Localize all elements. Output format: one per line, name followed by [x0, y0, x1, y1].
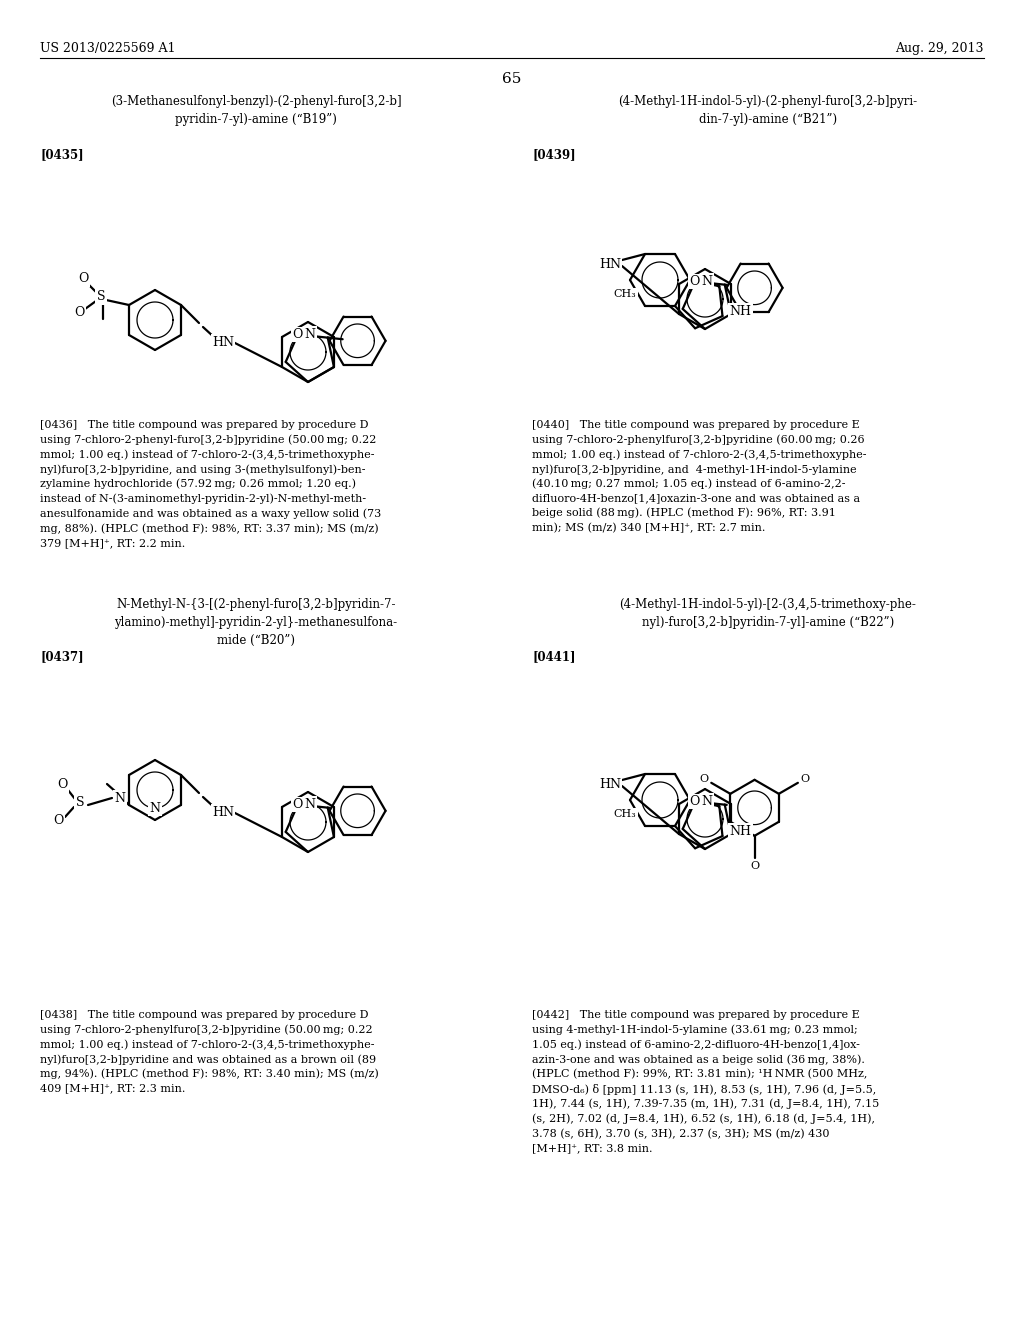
Text: S: S — [76, 796, 84, 809]
Text: Aug. 29, 2013: Aug. 29, 2013 — [896, 42, 984, 55]
Text: [0438]   The title compound was prepared by procedure D
using 7-chloro-2-phenylf: [0438] The title compound was prepared b… — [40, 1010, 379, 1093]
Text: HN: HN — [599, 777, 621, 791]
Text: N: N — [150, 801, 161, 814]
Text: O: O — [690, 275, 700, 288]
Text: O: O — [74, 306, 84, 319]
Text: O: O — [78, 272, 88, 285]
Text: NH: NH — [729, 825, 752, 838]
Text: [0437]: [0437] — [40, 649, 84, 663]
Text: CH₃: CH₃ — [613, 809, 636, 818]
Text: O: O — [293, 799, 303, 810]
Text: N: N — [701, 795, 713, 808]
Text: CH₃: CH₃ — [613, 289, 636, 300]
Text: (4-Methyl-1H-indol-5-yl)-(2-phenyl-furo[3,2-b]pyri-
din-7-yl)-amine (“B21”): (4-Methyl-1H-indol-5-yl)-(2-phenyl-furo[… — [618, 95, 918, 125]
Text: HN: HN — [212, 805, 233, 818]
Text: NH: NH — [729, 305, 752, 318]
Text: HN: HN — [599, 257, 621, 271]
Text: [0442]   The title compound was prepared by procedure E
using 4-methyl-1H-indol-: [0442] The title compound was prepared b… — [532, 1010, 880, 1152]
Text: O: O — [800, 774, 809, 784]
Text: N: N — [304, 327, 315, 341]
Text: N-Methyl-N-{3-[(2-phenyl-furo[3,2-b]pyridin-7-
ylamino)-methyl]-pyridin-2-yl}-me: N-Methyl-N-{3-[(2-phenyl-furo[3,2-b]pyri… — [115, 598, 397, 647]
Text: N: N — [115, 792, 126, 804]
Text: [0440]   The title compound was prepared by procedure E
using 7-chloro-2-phenylf: [0440] The title compound was prepared b… — [532, 420, 866, 533]
Text: O: O — [53, 814, 63, 828]
Text: [0435]: [0435] — [40, 148, 84, 161]
Text: 65: 65 — [503, 73, 521, 86]
Text: O: O — [56, 779, 68, 792]
Text: O: O — [750, 861, 759, 871]
Text: US 2013/0225569 A1: US 2013/0225569 A1 — [40, 42, 175, 55]
Text: HN: HN — [212, 335, 233, 348]
Text: [0441]: [0441] — [532, 649, 575, 663]
Text: S: S — [97, 290, 105, 304]
Text: N: N — [304, 797, 315, 810]
Text: N: N — [701, 275, 713, 288]
Text: O: O — [699, 774, 709, 784]
Text: (4-Methyl-1H-indol-5-yl)-[2-(3,4,5-trimethoxy-phe-
nyl)-furo[3,2-b]pyridin-7-yl]: (4-Methyl-1H-indol-5-yl)-[2-(3,4,5-trime… — [620, 598, 916, 630]
Text: O: O — [293, 327, 303, 341]
Text: [0436]   The title compound was prepared by procedure D
using 7-chloro-2-phenyl-: [0436] The title compound was prepared b… — [40, 420, 381, 548]
Text: [0439]: [0439] — [532, 148, 575, 161]
Text: (3-Methanesulfonyl-benzyl)-(2-phenyl-furo[3,2-b]
pyridin-7-yl)-amine (“B19”): (3-Methanesulfonyl-benzyl)-(2-phenyl-fur… — [111, 95, 401, 125]
Text: O: O — [690, 795, 700, 808]
